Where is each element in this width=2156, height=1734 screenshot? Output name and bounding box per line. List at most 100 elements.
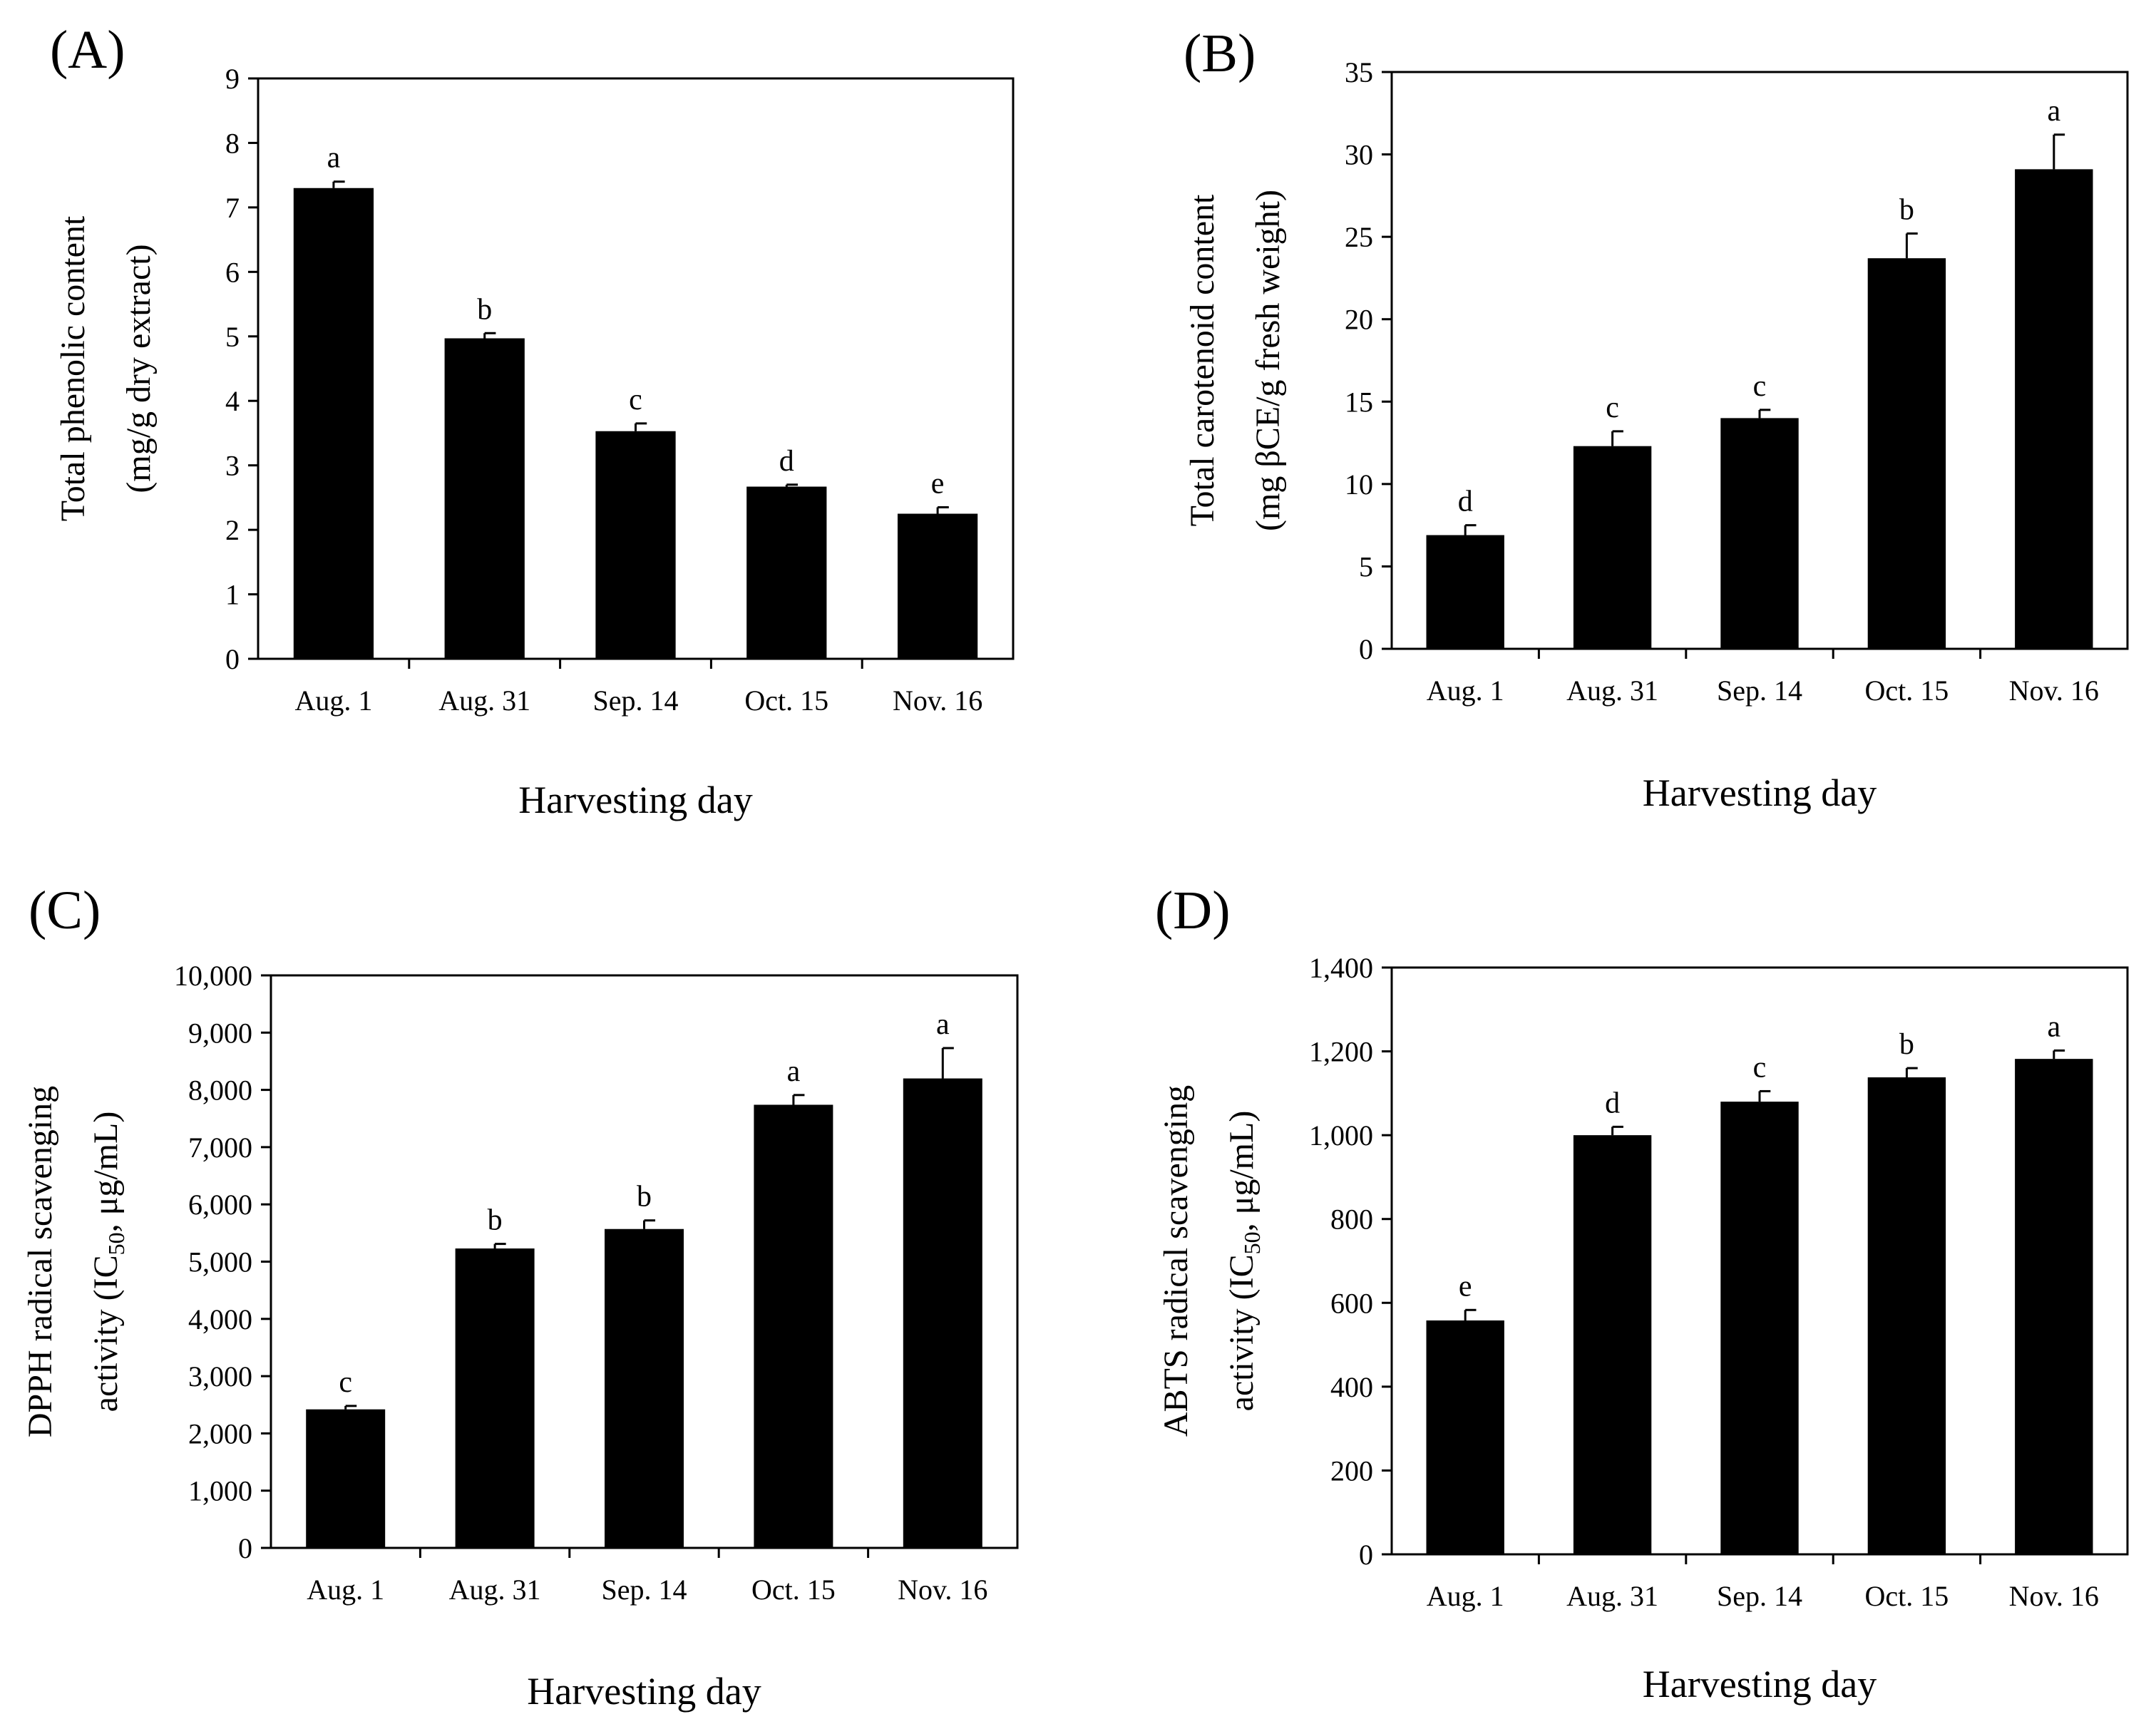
bar [455,1248,535,1548]
y-tick-label: 25 [1345,221,1373,253]
significance-letter: d [1605,1087,1620,1119]
bar [605,1228,684,1548]
y-axis-label-part: , μg/mL) [1223,1111,1261,1232]
y-tick-label: 0 [225,643,240,675]
significance-letter: b [637,1181,652,1214]
x-tick-label: Oct. 15 [1865,674,1949,707]
y-tick-label: 8,000 [188,1074,252,1107]
bar [595,431,676,659]
y-tick-label: 1,000 [188,1475,252,1507]
chart-panel-4: (D) 0 200 400 600 800 1,000 1,200 1,400 e Aug. 1 d A… [1155,881,2129,1705]
significance-letter: b [477,293,492,326]
x-tick-label: Nov. 16 [893,684,982,717]
y-axis-label-part: , μg/mL) [87,1112,125,1233]
bar [2015,1059,2093,1554]
significance-letter: b [1899,194,1914,227]
y-tick-label: 10,000 [174,960,252,992]
bar [306,1409,386,1548]
y-tick-label: 5 [225,321,240,353]
y-tick-label: 600 [1330,1287,1373,1319]
panel-label: (A) [50,20,125,80]
bar [1720,1102,1799,1554]
x-tick-label: Aug. 1 [294,684,372,717]
y-tick-label: 0 [238,1532,252,1564]
panel-label: (D) [1155,881,1231,940]
significance-letter: c [1753,1051,1767,1084]
y-tick-label: 1 [225,579,240,611]
y-axis-label-line-2: (mg βCE/g fresh weight) [1249,190,1287,531]
x-tick-label: Aug. 1 [1427,674,1504,707]
significance-letter: c [339,1366,352,1399]
y-tick-label: 20 [1345,304,1373,336]
x-tick-label: Oct. 15 [1865,1580,1949,1612]
y-axis-label-subscript: 50 [1239,1231,1265,1254]
y-axis-label-line-2: (mg/g dry extract) [120,244,158,493]
x-tick-label: Aug. 1 [1427,1580,1504,1612]
x-axis-label: Harvesting day [527,1670,761,1713]
y-tick-label: 0 [1359,633,1373,665]
y-tick-label: 30 [1345,139,1373,171]
y-axis-label-subscript: 50 [103,1232,129,1255]
bar [1867,258,1946,650]
significance-letter: c [1753,370,1767,403]
y-axis-label-part: activity (IC [87,1255,125,1412]
chart-panel-1: (A) 0 1 2 3 4 5 6 7 8 9 a Aug. 1 b Aug. 31 c Sep. 14 d Oct… [50,20,1015,821]
y-axis-label-line-1: Total carotenoid content [1184,194,1221,526]
y-axis-label-part: activity (IC [1223,1254,1261,1411]
bar [897,513,978,659]
bar [1720,418,1799,649]
x-axis-label: Harvesting day [518,779,752,821]
bar [1573,1135,1652,1554]
chart-panel-2: (B) 0 5 10 15 20 25 30 35 d Aug. 1 c Aug. 31 c Sep. 14… [1184,24,2129,814]
x-tick-label: Aug. 31 [449,1574,541,1606]
x-axis-label: Harvesting day [1643,1663,1877,1705]
y-tick-label: 200 [1330,1455,1373,1487]
x-tick-label: Aug. 1 [307,1574,384,1606]
panel-label: (B) [1184,24,1256,83]
x-tick-label: Sep. 14 [1717,674,1802,707]
y-tick-label: 6 [225,256,240,288]
bar [293,188,374,659]
y-tick-label: 3,000 [188,1360,252,1392]
y-tick-label: 3 [225,450,240,482]
y-tick-label: 15 [1345,386,1373,418]
x-tick-label: Oct. 15 [744,684,828,717]
y-tick-label: 4,000 [188,1303,252,1335]
y-tick-label: 10 [1345,468,1373,501]
significance-letter: a [2047,95,2060,128]
y-axis-label-line-1: Total phenolic content [54,215,92,521]
y-tick-label: 5 [1359,550,1373,583]
y-tick-label: 0 [1359,1539,1373,1571]
y-tick-label: 9,000 [188,1017,252,1049]
bar [1867,1077,1946,1554]
y-tick-label: 2 [225,514,240,546]
y-tick-label: 2,000 [188,1417,252,1450]
bar [1426,535,1504,649]
x-tick-label: Nov. 16 [898,1574,987,1606]
y-tick-label: 8 [225,127,240,159]
x-tick-label: Oct. 15 [751,1574,836,1606]
y-tick-label: 4 [225,385,240,417]
y-tick-label: 7,000 [188,1132,252,1164]
x-tick-label: Sep. 14 [593,684,679,717]
significance-letter: a [2047,1010,2060,1043]
significance-letter: a [936,1008,950,1041]
significance-letter: a [327,142,341,175]
significance-letter: c [629,384,642,416]
bar [444,338,525,659]
y-axis-label-line-1: DPPH radical scavenging [21,1086,59,1437]
y-tick-label: 1,400 [1309,952,1373,984]
x-tick-label: Nov. 16 [2009,674,2099,707]
bar [1573,446,1652,649]
panel-label: (C) [29,881,101,940]
x-axis-label: Harvesting day [1643,771,1877,814]
y-tick-label: 6,000 [188,1189,252,1221]
bar [2015,169,2093,650]
significance-letter: e [931,467,945,500]
significance-letter: a [787,1055,801,1088]
significance-letter: d [779,445,794,478]
significance-letter: b [488,1204,503,1237]
significance-letter: c [1606,391,1619,424]
y-tick-label: 5,000 [188,1246,252,1278]
